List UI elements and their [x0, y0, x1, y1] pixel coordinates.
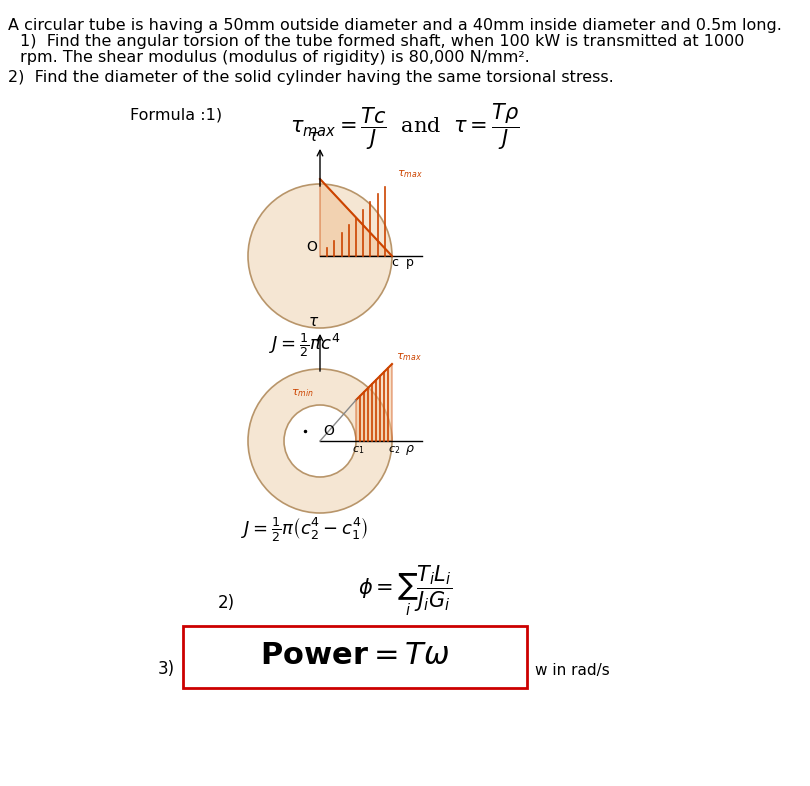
Text: $J = \frac{1}{2}\pi c^4$: $J = \frac{1}{2}\pi c^4$ [269, 331, 341, 359]
Polygon shape [356, 364, 392, 441]
Text: $\tau_{max}$: $\tau_{max}$ [396, 351, 422, 363]
Text: $\tau_{min}$: $\tau_{min}$ [291, 387, 313, 399]
Text: O: O [323, 424, 334, 438]
Text: $\mathbf{Power} = T\omega$: $\mathbf{Power} = T\omega$ [260, 640, 450, 670]
Text: $c_1$: $c_1$ [352, 444, 365, 456]
Text: $J = \frac{1}{2}\pi\left(c_2^4 - c_1^4\right)$: $J = \frac{1}{2}\pi\left(c_2^4 - c_1^4\r… [241, 516, 369, 544]
Text: 2)  Find the diameter of the solid cylinder having the same torsional stress.: 2) Find the diameter of the solid cylind… [8, 70, 614, 85]
Text: w in rad/s: w in rad/s [535, 663, 610, 678]
Text: c: c [391, 256, 399, 269]
Text: $\rho$: $\rho$ [405, 443, 415, 457]
Text: O: O [306, 240, 318, 254]
Text: $\tau_{max} = \dfrac{Tc}{J}$  and  $\tau = \dfrac{T\rho}{J}$: $\tau_{max} = \dfrac{Tc}{J}$ and $\tau =… [290, 101, 520, 152]
Text: 2): 2) [218, 594, 235, 612]
Circle shape [248, 184, 392, 328]
Text: p: p [406, 256, 414, 269]
Text: A circular tube is having a 50mm outside diameter and a 40mm inside diameter and: A circular tube is having a 50mm outside… [8, 18, 782, 33]
Text: $\phi = \sum_i \dfrac{T_i L_i}{J_i G_i}$: $\phi = \sum_i \dfrac{T_i L_i}{J_i G_i}$ [358, 564, 452, 619]
Text: $\tau$: $\tau$ [309, 129, 320, 144]
Text: 1)  Find the angular torsion of the tube formed shaft, when 100 kW is transmitte: 1) Find the angular torsion of the tube … [20, 34, 744, 49]
Text: $c_2$: $c_2$ [388, 444, 400, 456]
Text: $\tau$: $\tau$ [309, 314, 320, 329]
Circle shape [248, 369, 392, 513]
Text: $\tau_{max}$: $\tau_{max}$ [397, 168, 423, 180]
Circle shape [284, 405, 356, 477]
Text: 3): 3) [158, 660, 175, 678]
Text: Formula :1): Formula :1) [130, 108, 222, 123]
Polygon shape [320, 179, 392, 256]
Text: rpm. The shear modulus (modulus of rigidity) is 80,000 N/mm².: rpm. The shear modulus (modulus of rigid… [20, 50, 530, 65]
FancyBboxPatch shape [183, 626, 527, 688]
